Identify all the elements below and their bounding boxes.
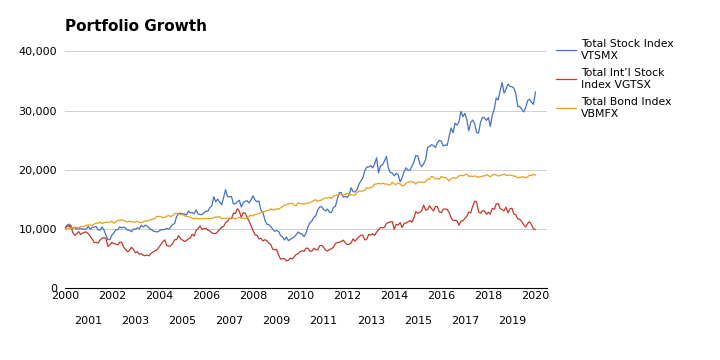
Total Stock Index
VTSMX <box>114 228 122 232</box>
Total Int’l Stock
Index VGTSX <box>410 216 418 220</box>
Total Bond Index
VBMFX <box>441 175 449 180</box>
Total Stock Index
VTSMX <box>284 238 292 243</box>
Total Int’l Stock
Index VGTSX <box>239 211 248 215</box>
Legend: Total Stock Index
VTSMX, Total Int’l Stock
Index VGTSX, Total Bond Index
VBMFX: Total Stock Index VTSMX, Total Int’l Sto… <box>552 35 678 123</box>
Total Int’l Stock
Index VGTSX <box>331 241 340 246</box>
Total Stock Index
VTSMX <box>531 90 540 94</box>
Text: Portfolio Growth: Portfolio Growth <box>65 19 207 34</box>
Text: 2017: 2017 <box>451 316 479 326</box>
Text: 2007: 2007 <box>215 316 243 326</box>
Total Stock Index
VTSMX <box>410 160 418 164</box>
Total Bond Index
VBMFX <box>241 217 250 221</box>
Total Int’l Stock
Index VGTSX <box>531 228 540 232</box>
Text: 2015: 2015 <box>404 316 432 326</box>
Total Stock Index
VTSMX <box>529 102 538 107</box>
Text: 2013: 2013 <box>356 316 384 326</box>
Total Bond Index
VBMFX <box>60 227 69 231</box>
Total Bond Index
VBMFX <box>529 172 538 176</box>
Line: Total Bond Index
VBMFX: Total Bond Index VBMFX <box>65 174 536 229</box>
Total Bond Index
VBMFX <box>115 219 124 223</box>
Total Bond Index
VBMFX <box>462 172 471 176</box>
Text: 2019: 2019 <box>498 316 526 326</box>
Total Int’l Stock
Index VGTSX <box>114 243 122 247</box>
Text: 2003: 2003 <box>122 316 150 326</box>
Line: Total Int’l Stock
Index VGTSX: Total Int’l Stock Index VGTSX <box>65 201 536 261</box>
Total Bond Index
VBMFX <box>410 180 418 184</box>
Total Int’l Stock
Index VGTSX <box>529 227 538 231</box>
Text: 2005: 2005 <box>168 316 197 326</box>
Total Stock Index
VTSMX <box>441 143 449 147</box>
Total Int’l Stock
Index VGTSX <box>282 259 291 263</box>
Text: 2011: 2011 <box>310 316 338 326</box>
Total Stock Index
VTSMX <box>239 201 248 205</box>
Total Int’l Stock
Index VGTSX <box>60 227 69 231</box>
Total Stock Index
VTSMX <box>60 227 69 231</box>
Total Bond Index
VBMFX <box>63 227 71 231</box>
Total Int’l Stock
Index VGTSX <box>441 207 449 211</box>
Total Bond Index
VBMFX <box>331 193 340 198</box>
Line: Total Stock Index
VTSMX: Total Stock Index VTSMX <box>65 82 536 240</box>
Text: 2001: 2001 <box>74 316 102 326</box>
Total Stock Index
VTSMX <box>498 80 506 85</box>
Text: 2009: 2009 <box>263 316 291 326</box>
Total Int’l Stock
Index VGTSX <box>470 199 479 203</box>
Total Stock Index
VTSMX <box>331 204 340 208</box>
Total Bond Index
VBMFX <box>531 173 540 177</box>
